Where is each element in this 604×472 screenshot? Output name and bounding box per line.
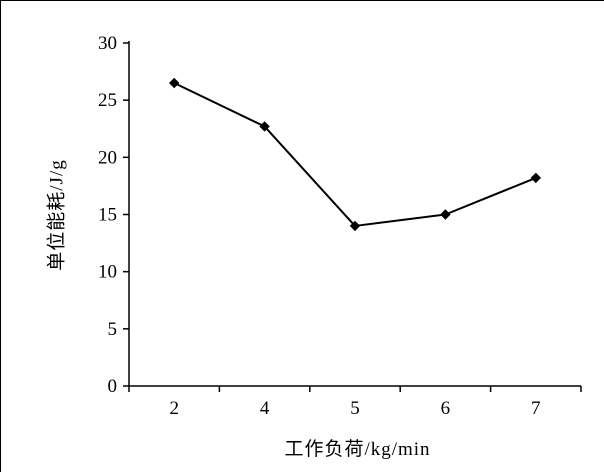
y-tick-label: 30 xyxy=(98,33,117,54)
y-tick-label: 15 xyxy=(98,205,117,226)
y-tick-label: 25 xyxy=(98,90,117,111)
x-tick-label: 6 xyxy=(441,398,451,419)
y-tick-label: 5 xyxy=(108,319,118,340)
data-point-marker xyxy=(530,172,542,184)
x-tick-label: 2 xyxy=(169,398,179,419)
x-tick-label: 4 xyxy=(260,398,270,419)
y-axis-title: 单位能耗/J/g xyxy=(46,159,68,271)
data-point-marker xyxy=(259,121,270,132)
x-axis-title: 工作负荷/kg/min xyxy=(284,439,431,460)
data-point-marker xyxy=(440,209,451,220)
series-line xyxy=(173,82,537,227)
y-tick-label: 0 xyxy=(108,376,118,397)
y-tick-label: 20 xyxy=(98,147,117,168)
x-tick-label: 7 xyxy=(531,398,541,419)
x-tick-label: 5 xyxy=(350,398,360,419)
y-tick-label: 10 xyxy=(98,262,117,283)
data-point-marker xyxy=(349,220,361,232)
data-point-marker xyxy=(168,77,180,89)
